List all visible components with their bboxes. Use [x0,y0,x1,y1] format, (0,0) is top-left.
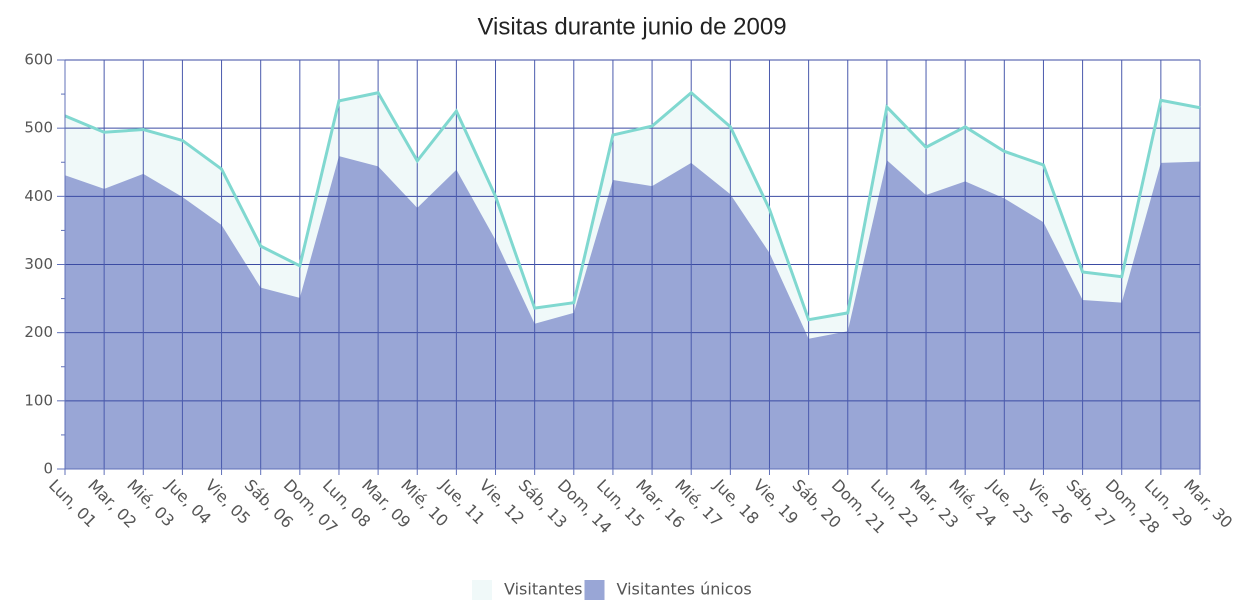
area [65,156,1200,470]
line [64,90,1201,322]
y-tick-label: 300 [24,255,53,273]
legend-label: Visitantes [504,580,583,599]
chart-title: Visitas durante junio de 2009 [477,13,786,40]
legend-label: Visitantes únicos [617,580,752,599]
y-tick-label: 0 [43,460,53,478]
y-tick-label: 100 [24,391,53,409]
y-tick-label: 600 [24,51,53,69]
y-tick-label: 400 [24,187,53,205]
legend-swatch [584,580,605,600]
y-tick-label: 200 [24,323,53,341]
y-tick-label: 500 [24,119,53,137]
legend-swatch [472,580,492,600]
